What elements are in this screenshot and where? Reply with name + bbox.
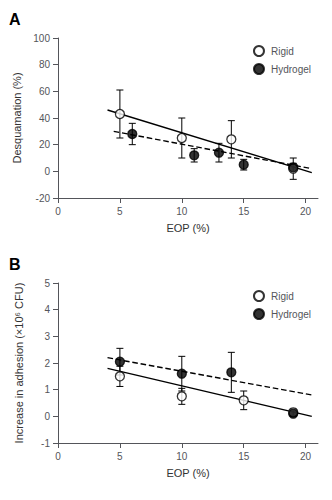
svg-text:15: 15 bbox=[238, 451, 250, 462]
svg-text:EOP (%): EOP (%) bbox=[166, 467, 209, 479]
svg-text:-20: -20 bbox=[36, 193, 51, 204]
svg-text:4: 4 bbox=[44, 304, 50, 315]
svg-text:2: 2 bbox=[44, 358, 50, 369]
svg-text:0: 0 bbox=[55, 451, 61, 462]
svg-text:Hydrogel: Hydrogel bbox=[271, 309, 311, 320]
svg-text:20: 20 bbox=[39, 139, 51, 150]
svg-text:5: 5 bbox=[117, 206, 123, 217]
svg-text:Desquamation (%): Desquamation (%) bbox=[11, 72, 23, 163]
svg-text:20: 20 bbox=[300, 451, 312, 462]
svg-text:20: 20 bbox=[300, 206, 312, 217]
svg-text:B: B bbox=[9, 256, 21, 273]
svg-text:-1: -1 bbox=[41, 438, 50, 449]
svg-text:Hydrogel: Hydrogel bbox=[271, 64, 311, 75]
svg-text:Rigid: Rigid bbox=[271, 291, 294, 302]
svg-text:EOP (%): EOP (%) bbox=[166, 222, 209, 234]
svg-text:10: 10 bbox=[176, 451, 188, 462]
svg-text:0: 0 bbox=[55, 206, 61, 217]
svg-text:A: A bbox=[9, 11, 21, 28]
svg-text:15: 15 bbox=[238, 206, 250, 217]
svg-text:Increase in adhesion (×10⁶ CFU: Increase in adhesion (×10⁶ CFU) bbox=[13, 283, 25, 444]
svg-text:5: 5 bbox=[44, 278, 50, 289]
svg-text:Rigid: Rigid bbox=[271, 46, 294, 57]
svg-text:80: 80 bbox=[39, 59, 51, 70]
svg-text:100: 100 bbox=[33, 33, 50, 44]
svg-text:1: 1 bbox=[44, 384, 50, 395]
svg-text:5: 5 bbox=[117, 451, 123, 462]
svg-text:40: 40 bbox=[39, 113, 51, 124]
svg-text:3: 3 bbox=[44, 331, 50, 342]
svg-text:10: 10 bbox=[176, 206, 188, 217]
svg-text:60: 60 bbox=[39, 86, 51, 97]
svg-text:0: 0 bbox=[44, 166, 50, 177]
svg-text:0: 0 bbox=[44, 411, 50, 422]
